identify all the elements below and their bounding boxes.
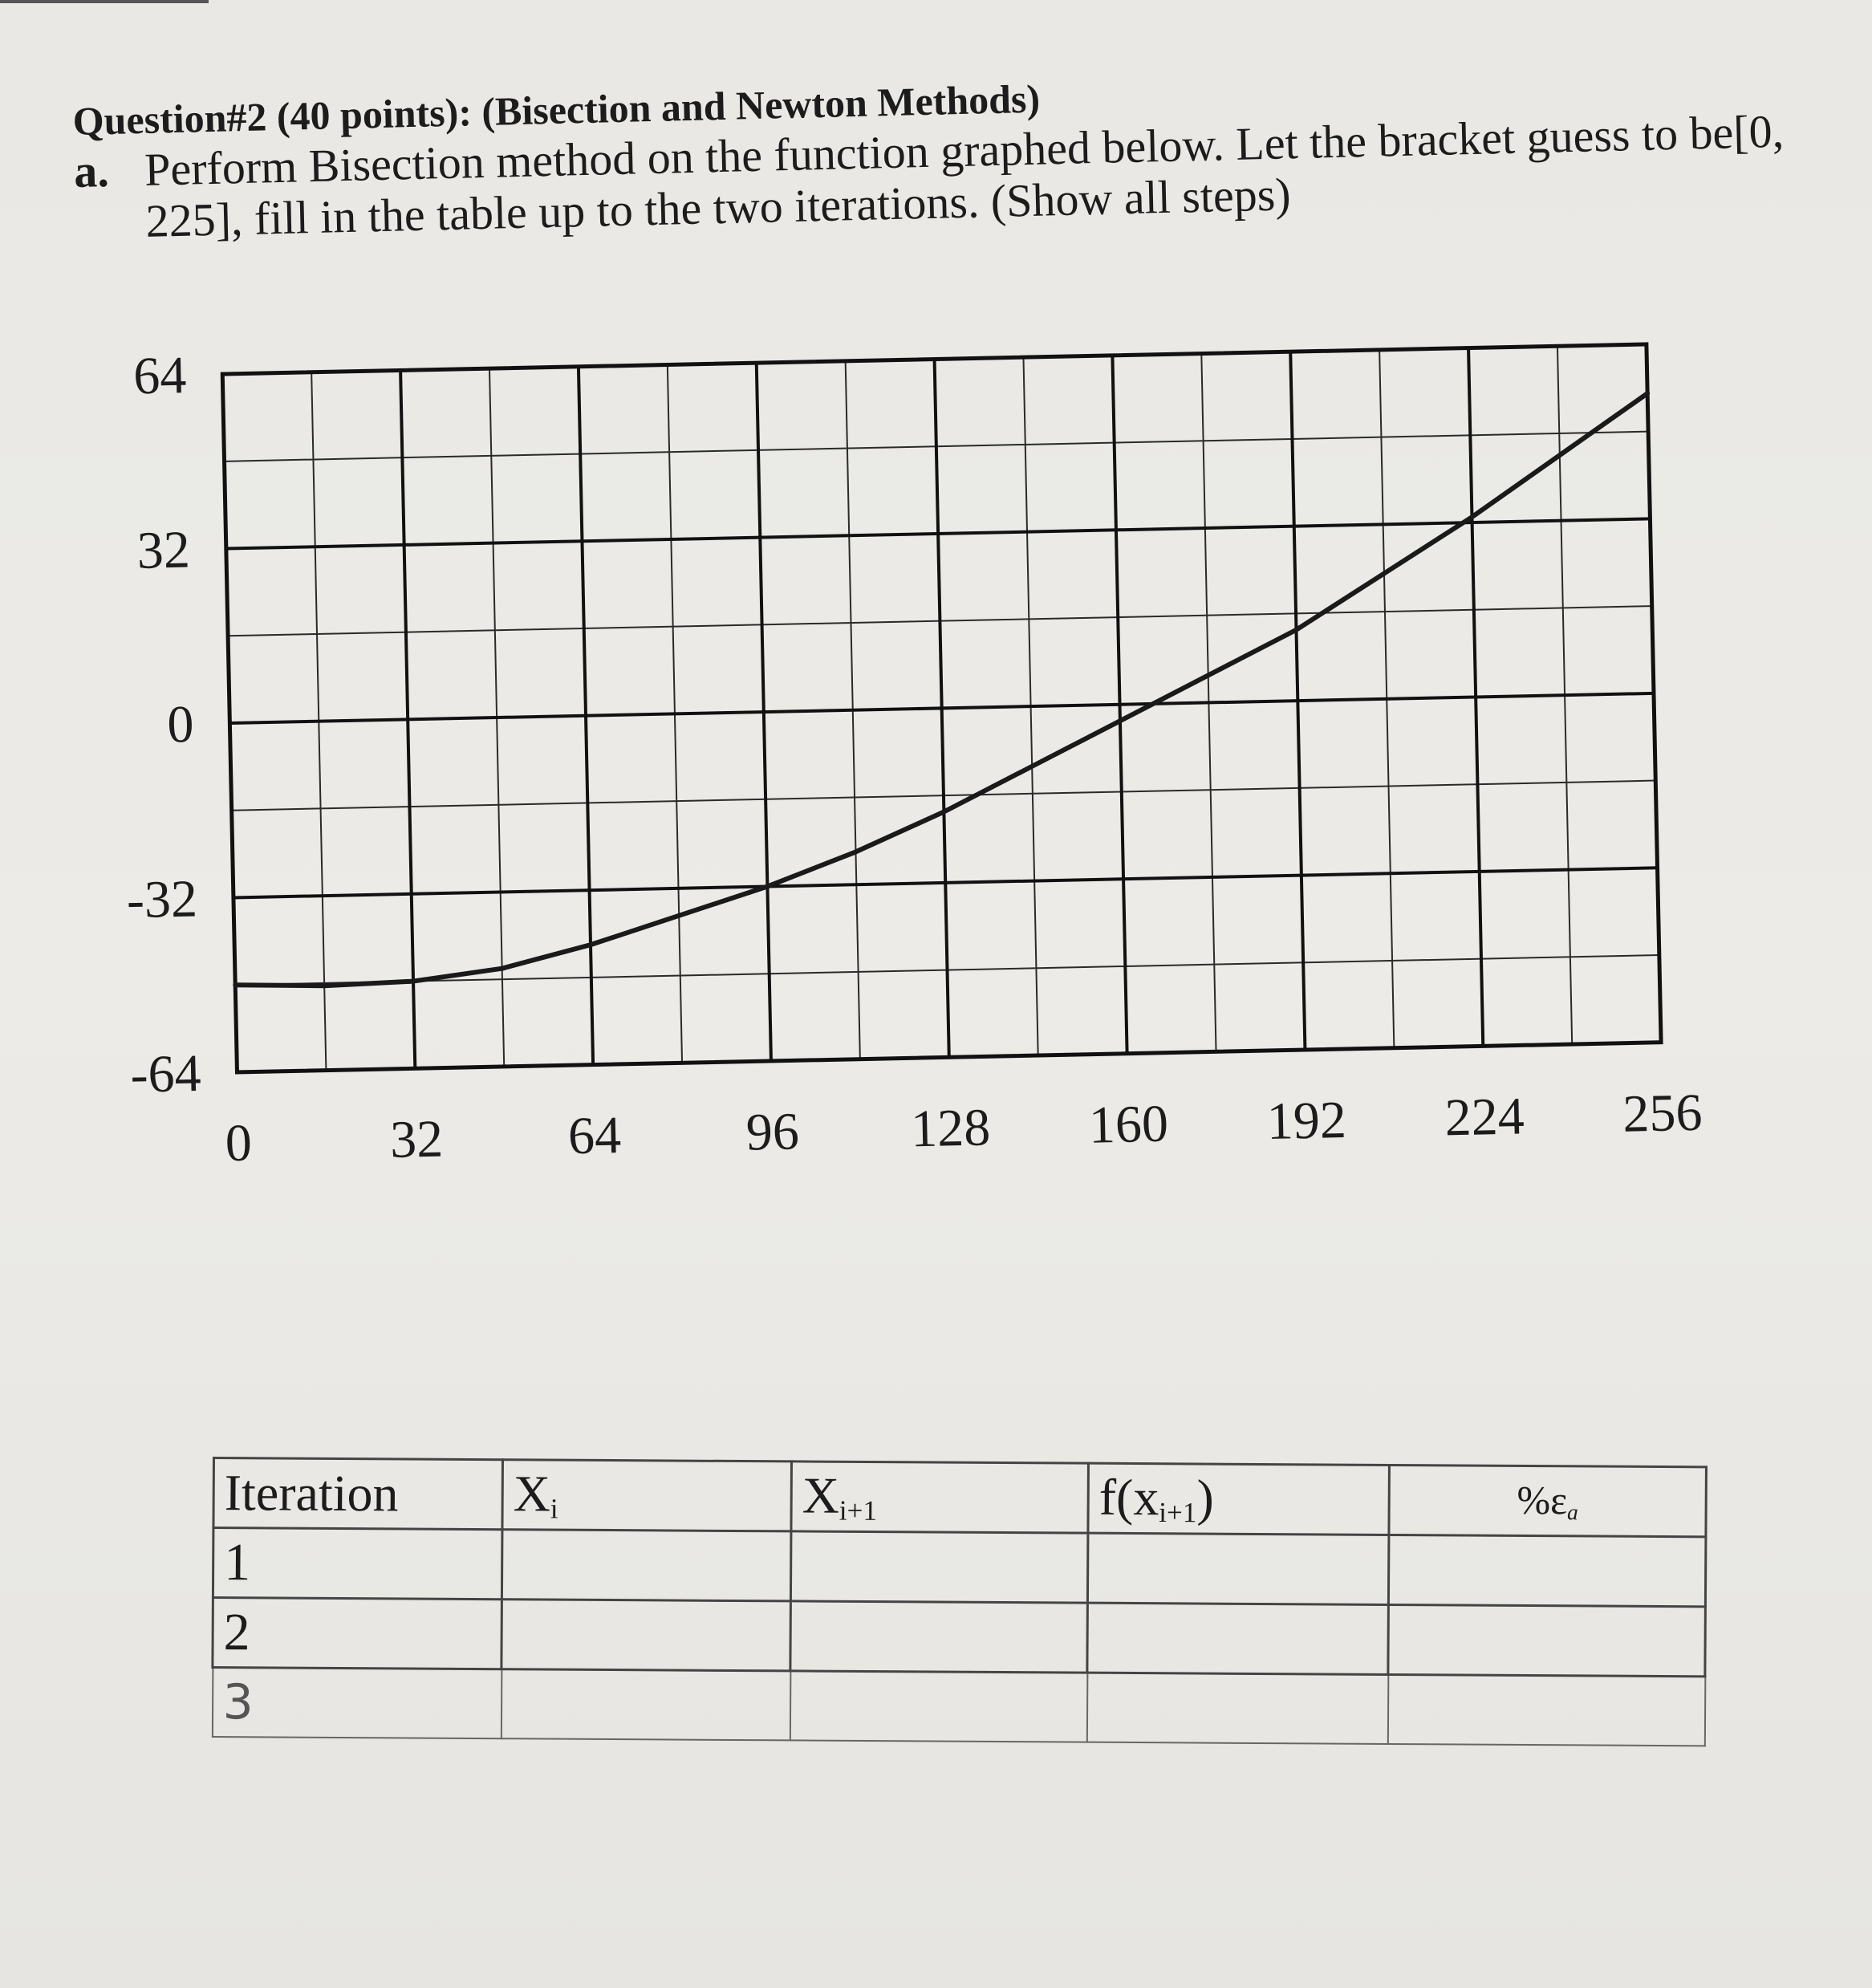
- relative-error-cell[interactable]: [1387, 1604, 1706, 1677]
- plot-area-frame: [220, 342, 1663, 1075]
- f-xi-plus-1-cell[interactable]: [1086, 1603, 1389, 1675]
- x-tick-label: 160: [1088, 1095, 1169, 1155]
- x-tick-label: 128: [910, 1098, 991, 1158]
- header-f-xi-plus-1: f(xi+1): [1087, 1463, 1390, 1535]
- relative-error-cell[interactable]: [1387, 1674, 1705, 1746]
- x-tick-label: 0: [225, 1114, 253, 1173]
- header-xi1-base: X: [802, 1466, 840, 1524]
- header-iteration: Iteration: [213, 1457, 503, 1530]
- x-tick-label: 64: [567, 1106, 622, 1165]
- xi-plus-1-cell[interactable]: [790, 1600, 1088, 1673]
- grid-line-major-horizontal: [229, 691, 1655, 726]
- function-graph: 64 32 0 -32 -64 0 32 64 96 128 160 192 224 256: [72, 289, 1773, 1188]
- header-xi-plus-1: Xi+1: [790, 1461, 1089, 1534]
- x-tick-label: 96: [745, 1102, 800, 1161]
- table-row-handwritten: 3: [212, 1667, 1705, 1746]
- xi-plus-1-cell[interactable]: [790, 1531, 1088, 1604]
- xi-cell[interactable]: [501, 1599, 791, 1671]
- function-curve: [233, 391, 1651, 989]
- header-relative-error: %εa: [1388, 1465, 1707, 1537]
- y-tick-label: -32: [126, 869, 197, 929]
- iteration-number: 2: [212, 1597, 502, 1669]
- header-fx-post: ): [1196, 1469, 1215, 1527]
- xi-cell[interactable]: [501, 1669, 790, 1741]
- question-header: Question#2 (40 points): (Bisection and N…: [72, 55, 1809, 249]
- header-xi1-sub: i+1: [839, 1494, 878, 1527]
- part-letter: a.: [73, 144, 110, 197]
- grid-line-major-horizontal: [233, 866, 1658, 900]
- y-tick-label: 32: [136, 521, 191, 580]
- f-xi-plus-1-cell[interactable]: [1087, 1533, 1389, 1605]
- table-row: 2: [212, 1597, 1706, 1677]
- top-divider: [0, 0, 209, 3]
- relative-error-cell[interactable]: [1388, 1535, 1706, 1607]
- iteration-number-handwritten: 3: [212, 1667, 502, 1739]
- y-tick-label: 0: [167, 695, 195, 754]
- f-xi-plus-1-cell[interactable]: [1086, 1673, 1388, 1744]
- x-tick-label: 256: [1622, 1083, 1703, 1144]
- x-tick-label: 224: [1444, 1087, 1525, 1147]
- x-tick-label: 192: [1266, 1091, 1347, 1151]
- header-xi-base: X: [513, 1465, 551, 1523]
- xi-plus-1-cell[interactable]: [790, 1670, 1087, 1742]
- bisection-table: Iteration Xi Xi+1 f(xi+1) %εa 1 2: [211, 1457, 1708, 1746]
- header-xi: Xi: [502, 1459, 792, 1531]
- header-fx-sub: i+1: [1159, 1497, 1197, 1529]
- grid-line-major-horizontal: [225, 517, 1651, 551]
- table-row: 1: [213, 1527, 1706, 1607]
- header-ea-sub: a: [1566, 1499, 1578, 1525]
- iteration-table-container: Iteration Xi Xi+1 f(xi+1) %εa 1 2: [211, 1457, 1708, 1746]
- header-fx-pre: f(x: [1098, 1468, 1159, 1527]
- x-tick-label: 32: [389, 1110, 444, 1169]
- xi-cell[interactable]: [502, 1529, 791, 1601]
- table-header-row: Iteration Xi Xi+1 f(xi+1) %εa: [213, 1457, 1707, 1537]
- function-chart: 64 32 0 -32 -64 0 32 64 96 128 160 192 224 256: [126, 342, 1703, 1173]
- y-tick-label: -64: [130, 1044, 201, 1104]
- header-ea-base: %ε: [1517, 1477, 1568, 1523]
- header-xi-sub: i: [550, 1493, 558, 1525]
- y-tick-label: 64: [133, 346, 188, 405]
- iteration-number: 1: [213, 1527, 502, 1600]
